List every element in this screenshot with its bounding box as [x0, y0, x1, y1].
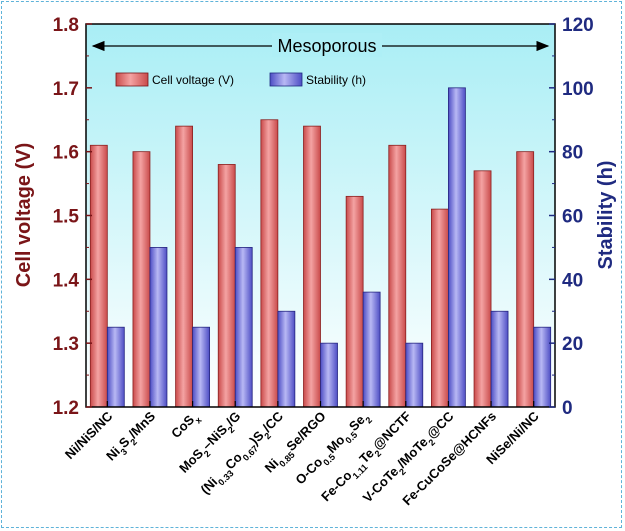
x-axis-tick-label: CoSx [168, 409, 203, 444]
bar-cell-voltage [175, 125, 193, 408]
bar-cell-voltage [473, 170, 492, 408]
bar-cell-voltage [260, 119, 279, 408]
legend-swatch-stability [269, 72, 303, 87]
bar-stability [362, 291, 381, 408]
left-axis-tick-label: 1.8 [53, 15, 79, 36]
right-axis-tick-label: 60 [562, 207, 583, 228]
bar-cell-voltage [516, 151, 535, 408]
bar-stability [106, 326, 125, 408]
right-axis-tick-label: 100 [562, 79, 594, 100]
right-axis-tick-label: 80 [562, 143, 583, 164]
left-axis-tick-label: 1.7 [53, 79, 79, 100]
left-axis-tick-label: 1.6 [53, 143, 79, 164]
bar-stability [405, 342, 424, 408]
left-axis-tick-label: 1.5 [53, 207, 80, 228]
right-axis-tick-label: 20 [562, 334, 583, 355]
left-axis-tick-label: 1.4 [53, 270, 80, 291]
bar-stability [277, 310, 296, 408]
bar-stability [490, 310, 509, 408]
bar-stability [320, 342, 338, 408]
bar-stability [192, 326, 210, 408]
right-axis-tick-label: 40 [562, 270, 583, 291]
bar-cell-voltage [89, 144, 108, 408]
right-axis-title: Stability (h) [595, 161, 617, 270]
left-axis-title: Cell voltage (V) [13, 143, 35, 287]
left-axis-tick-label: 1.2 [53, 398, 79, 419]
mesoporous-label-bg [272, 33, 382, 57]
legend: Cell voltage (V) Stability (h) [115, 72, 366, 87]
right-axis-tick-label: 0 [562, 398, 573, 419]
bar-stability [448, 87, 466, 408]
bar-cell-voltage [431, 208, 449, 408]
bar-cell-voltage [303, 125, 321, 408]
x-axis-tick-label: (Ni0.33Co0.67)S2/CC [197, 408, 289, 500]
bar-cell-voltage [132, 151, 151, 408]
right-axis-tick-label: 120 [562, 15, 594, 36]
bar-cell-voltage [388, 144, 407, 408]
bar-stability [149, 247, 168, 408]
bar-stability [234, 247, 253, 408]
legend-label-cell-voltage: Cell voltage (V) [152, 73, 234, 87]
x-axis-tick-label: O-Co0.5Mo0.5Se2 [292, 409, 374, 491]
bar-stability [533, 326, 552, 408]
legend-swatch-cell-voltage [115, 72, 149, 87]
bar-cell-voltage [345, 195, 364, 408]
legend-label-stability: Stability (h) [306, 73, 366, 87]
left-axis-tick-label: 1.3 [53, 334, 79, 355]
bar-cell-voltage [217, 164, 236, 408]
mesoporous-label: Mesoporous [277, 36, 376, 56]
